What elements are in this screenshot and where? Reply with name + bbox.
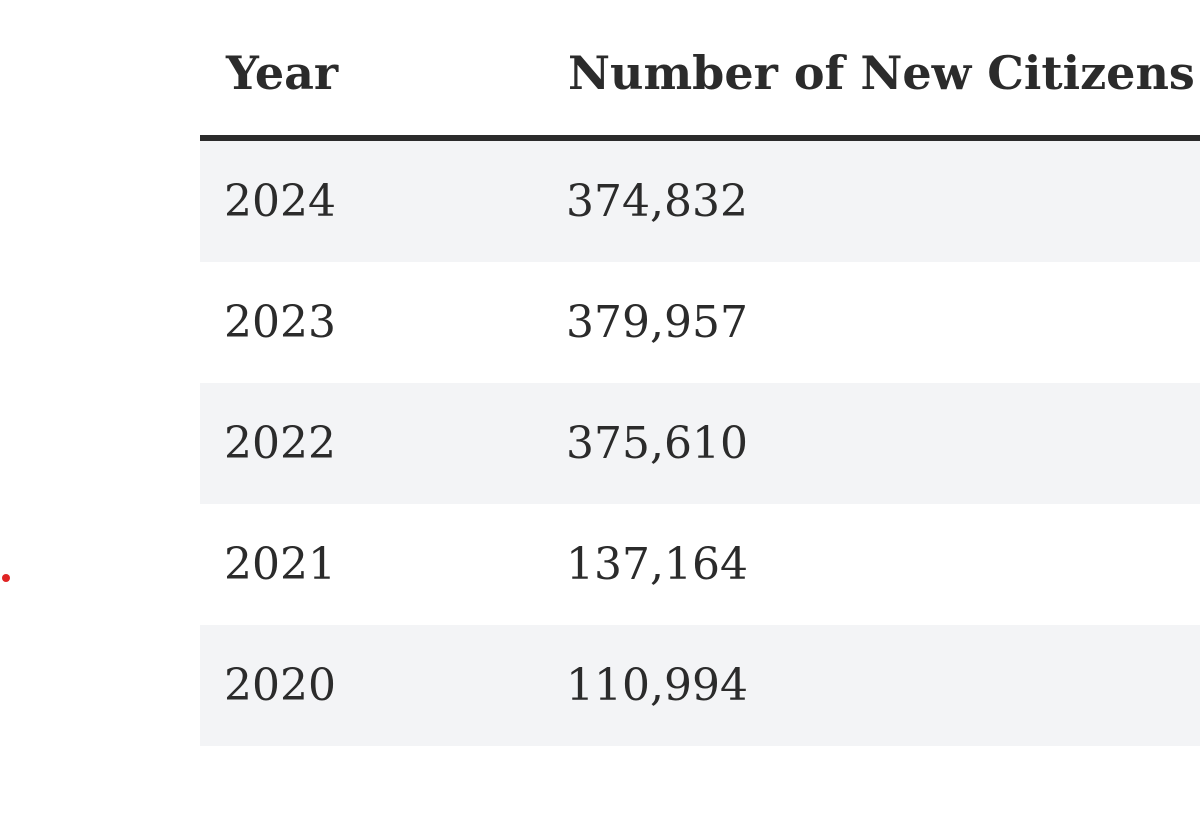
header-year: Year: [226, 46, 339, 100]
table-header: Year Number of New Citizens: [200, 0, 1200, 141]
cell-year: 2021: [224, 539, 336, 590]
cell-year: 2023: [224, 297, 336, 348]
cell-new-citizens: 110,994: [566, 660, 748, 711]
red-dot-marker: [2, 574, 10, 582]
cell-year: 2024: [224, 176, 336, 227]
cell-year: 2022: [224, 418, 336, 469]
table-row: 2021 137,164: [200, 504, 1200, 625]
table-row: 2020 110,994: [200, 625, 1200, 746]
table-row: 2022 375,610: [200, 383, 1200, 504]
cell-new-citizens: 379,957: [566, 297, 748, 348]
table-row: 2023 379,957: [200, 262, 1200, 383]
cell-year: 2020: [224, 660, 336, 711]
cell-new-citizens: 137,164: [566, 539, 748, 590]
citizenship-table: Year Number of New Citizens 2024 374,832…: [200, 0, 1200, 746]
cell-new-citizens: 374,832: [566, 176, 748, 227]
table-body: 2024 374,832 2023 379,957 2022 375,610 2…: [200, 141, 1200, 746]
cell-new-citizens: 375,610: [566, 418, 748, 469]
header-new-citizens: Number of New Citizens: [568, 46, 1195, 100]
table-row: 2024 374,832: [200, 141, 1200, 262]
